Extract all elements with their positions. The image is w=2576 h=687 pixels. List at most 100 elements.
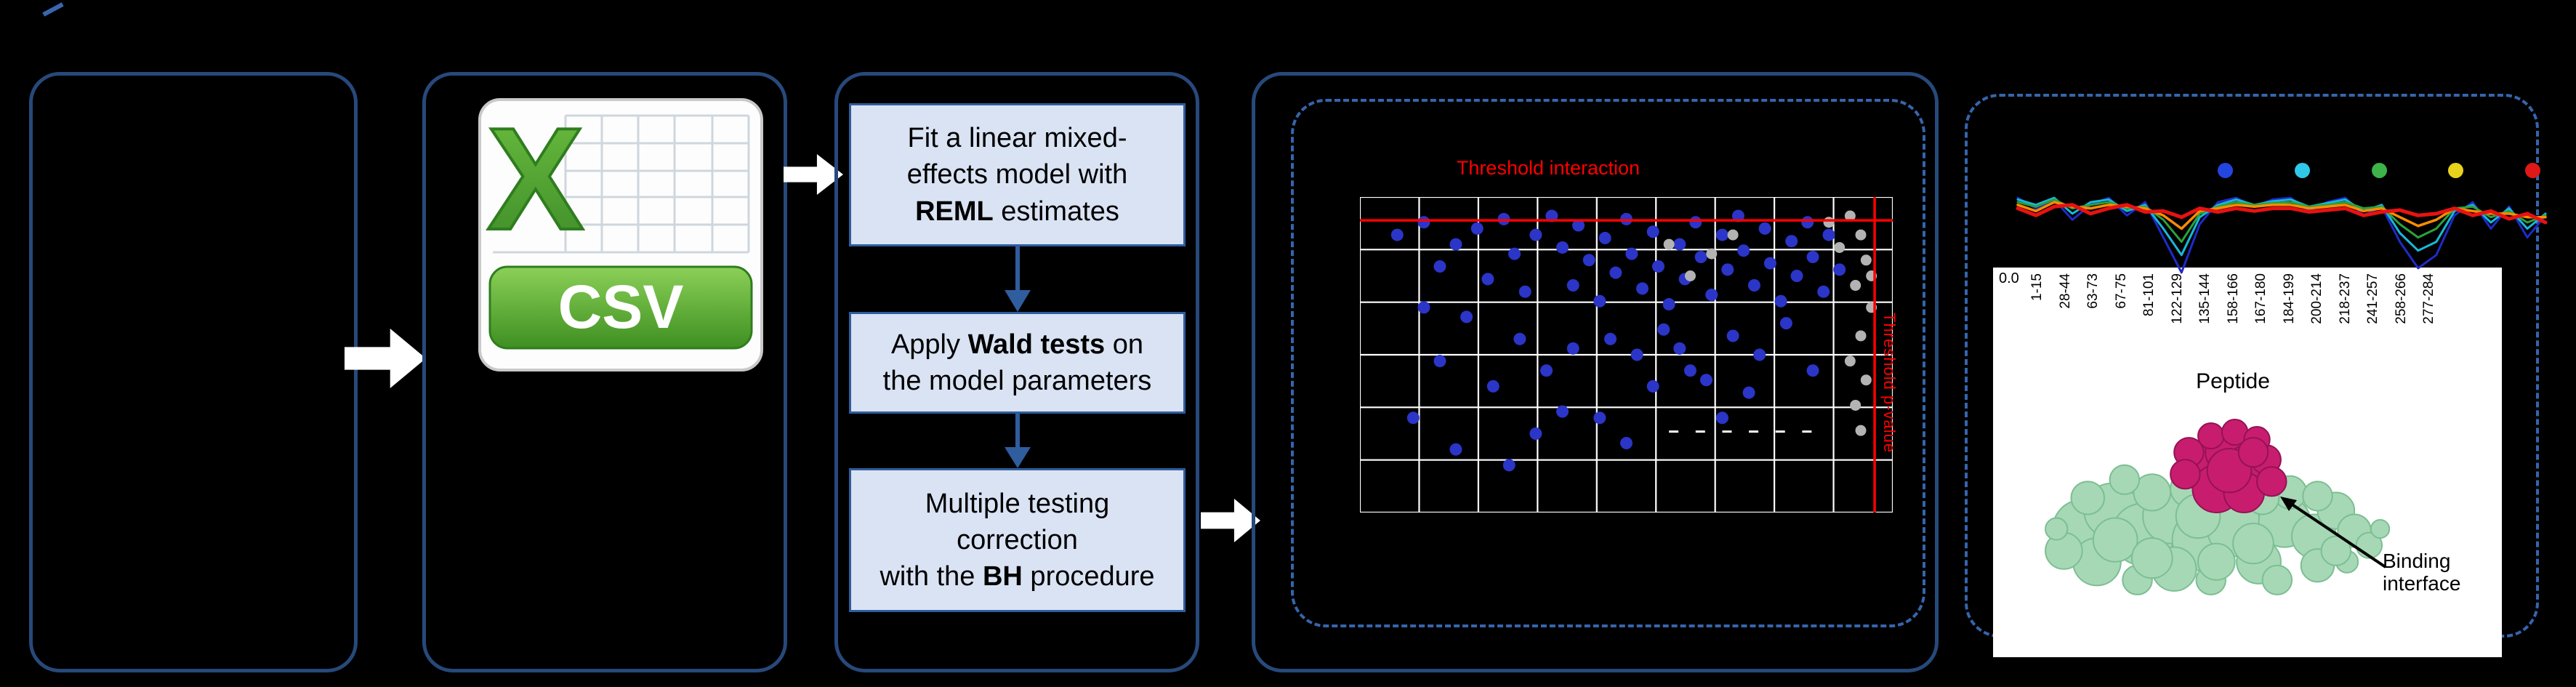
scatter-point-nonsignificant <box>1823 217 1835 228</box>
scatter-point-nonsignificant <box>1860 374 1872 386</box>
scatter-point-significant <box>1433 355 1446 368</box>
scatter-point-nonsignificant <box>1855 229 1867 241</box>
axis-tick-dash <box>1669 430 1679 433</box>
scatter-point-significant <box>1630 348 1643 361</box>
epitope-legend-dots <box>2218 163 2540 178</box>
scatter-point-significant <box>1604 332 1617 345</box>
scatter-point-significant <box>1806 250 1819 263</box>
panel-csv: X CSV <box>422 72 787 672</box>
uptake-series-red <box>2016 203 2548 225</box>
scatter-point-significant <box>1540 364 1553 377</box>
surface-blob <box>2261 564 2293 595</box>
scatter-point-significant <box>1513 332 1526 345</box>
scatter-point-significant <box>1593 411 1606 425</box>
scatter-point-nonsignificant <box>1855 330 1867 342</box>
results-dashed-border <box>1291 99 1925 627</box>
scatter-point-significant <box>1779 317 1792 330</box>
scatter-point-nonsignificant <box>1706 248 1718 260</box>
scatter-point-significant <box>1598 231 1611 244</box>
scatter-point-nonsignificant <box>1834 241 1846 253</box>
volcano-title: Threshold interaction <box>1456 157 1641 179</box>
scatter-point-significant <box>1763 257 1776 270</box>
scatter-point-significant <box>1572 219 1585 232</box>
scatter-point-significant <box>1433 260 1446 273</box>
text-line: with the <box>880 561 983 592</box>
scatter-point-significant <box>1502 459 1516 472</box>
scatter-point-significant <box>1747 279 1760 292</box>
scatter-point-significant <box>1790 270 1803 282</box>
model-step-bh: Multiple testing correction with the BH … <box>849 468 1186 612</box>
scatter-point-nonsignificant <box>1850 399 1861 411</box>
scatter-point-significant <box>1806 364 1819 377</box>
model-step-wald-text: Apply Wald tests on the model parameters <box>883 326 1152 399</box>
scatter-point-nonsignificant <box>1860 254 1872 266</box>
text-line: interface <box>2383 572 2461 595</box>
scatter-point-nonsignificant <box>1855 425 1867 436</box>
scatter-point-nonsignificant <box>1844 210 1856 222</box>
scatter-point-nonsignificant <box>1684 270 1696 281</box>
peptide-axis-title: Peptide <box>2196 369 2270 393</box>
scatter-point-significant <box>1721 263 1734 276</box>
scatter-point-significant <box>1486 379 1500 393</box>
csv-file-icon: X CSV <box>478 97 763 371</box>
volcano-plot-svg <box>1359 196 1894 514</box>
scatter-point-significant <box>1449 238 1462 251</box>
scatter-point-significant <box>1742 386 1755 399</box>
text-line: Apply <box>890 329 968 360</box>
text-bold: REML <box>915 196 994 227</box>
surface-blob <box>2130 537 2173 579</box>
scatter-point-significant <box>1625 247 1638 260</box>
binding-site-blob <box>2170 459 2201 490</box>
text-line: Multiple testing <box>925 488 1110 519</box>
scatter-point-significant <box>1481 273 1494 286</box>
pipeline-arrow-1-icon <box>1005 246 1031 312</box>
scatter-point-significant <box>1460 310 1473 324</box>
csv-banner <box>488 265 753 350</box>
scatter-point-significant <box>1657 323 1670 336</box>
uptake-plot-svg <box>2016 196 2548 274</box>
scatter-point-significant <box>1529 228 1542 241</box>
scatter-point-significant <box>1774 294 1787 308</box>
scatter-point-significant <box>1694 250 1707 263</box>
scatter-point-significant <box>1508 247 1521 260</box>
scatter-point-significant <box>1566 342 1579 355</box>
legend-dot-icon <box>2294 163 2310 178</box>
scatter-point-significant <box>1470 222 1484 235</box>
scatter-point-significant <box>1753 348 1766 361</box>
text-line: effects model with <box>906 159 1128 190</box>
text-line: estimates <box>993 196 1119 227</box>
text-line: procedure <box>1022 561 1155 592</box>
surface-blob <box>2370 519 2391 539</box>
scatter-point-significant <box>1635 282 1649 295</box>
protein-structure-svg <box>2045 419 2391 595</box>
scatter-point-significant <box>1673 342 1686 355</box>
scatter-point-significant <box>1593 294 1606 308</box>
scatter-point-nonsignificant <box>1844 355 1856 367</box>
text-line: correction <box>957 524 1078 555</box>
model-step-wald: Apply Wald tests on the model parameters <box>849 312 1186 414</box>
binding-site-blob <box>2197 422 2225 450</box>
scatter-point-significant <box>1758 222 1771 235</box>
scatter-point-significant <box>1699 374 1712 387</box>
scatter-point-significant <box>1620 437 1633 450</box>
scatter-point-significant <box>1689 216 1702 229</box>
y-tick-label: 0.0 <box>1999 270 2019 286</box>
scatter-point-significant <box>1651 260 1665 273</box>
surface-blob <box>2092 517 2138 563</box>
model-step-fit-text: Fit a linear mixed- effects model with R… <box>907 120 1127 229</box>
scatter-point-significant <box>1822 228 1835 241</box>
surface-blob <box>2197 542 2236 581</box>
panel-input <box>29 72 358 672</box>
scatter-point-significant <box>1556 241 1569 254</box>
scatter-point-nonsignificant <box>1850 280 1861 292</box>
axis-tick-dash <box>1775 430 1785 433</box>
scatter-point-significant <box>1662 298 1675 311</box>
scatter-point-significant <box>1737 244 1750 257</box>
text-line: the model parameters <box>882 366 1152 396</box>
scatter-point-significant <box>1609 266 1622 279</box>
binding-site-blob <box>2237 437 2269 468</box>
scatter-point-nonsignificant <box>1727 229 1739 241</box>
legend-dot-icon <box>2448 163 2464 178</box>
scatter-point-nonsignificant <box>1663 238 1675 250</box>
csv-grid <box>493 114 750 254</box>
